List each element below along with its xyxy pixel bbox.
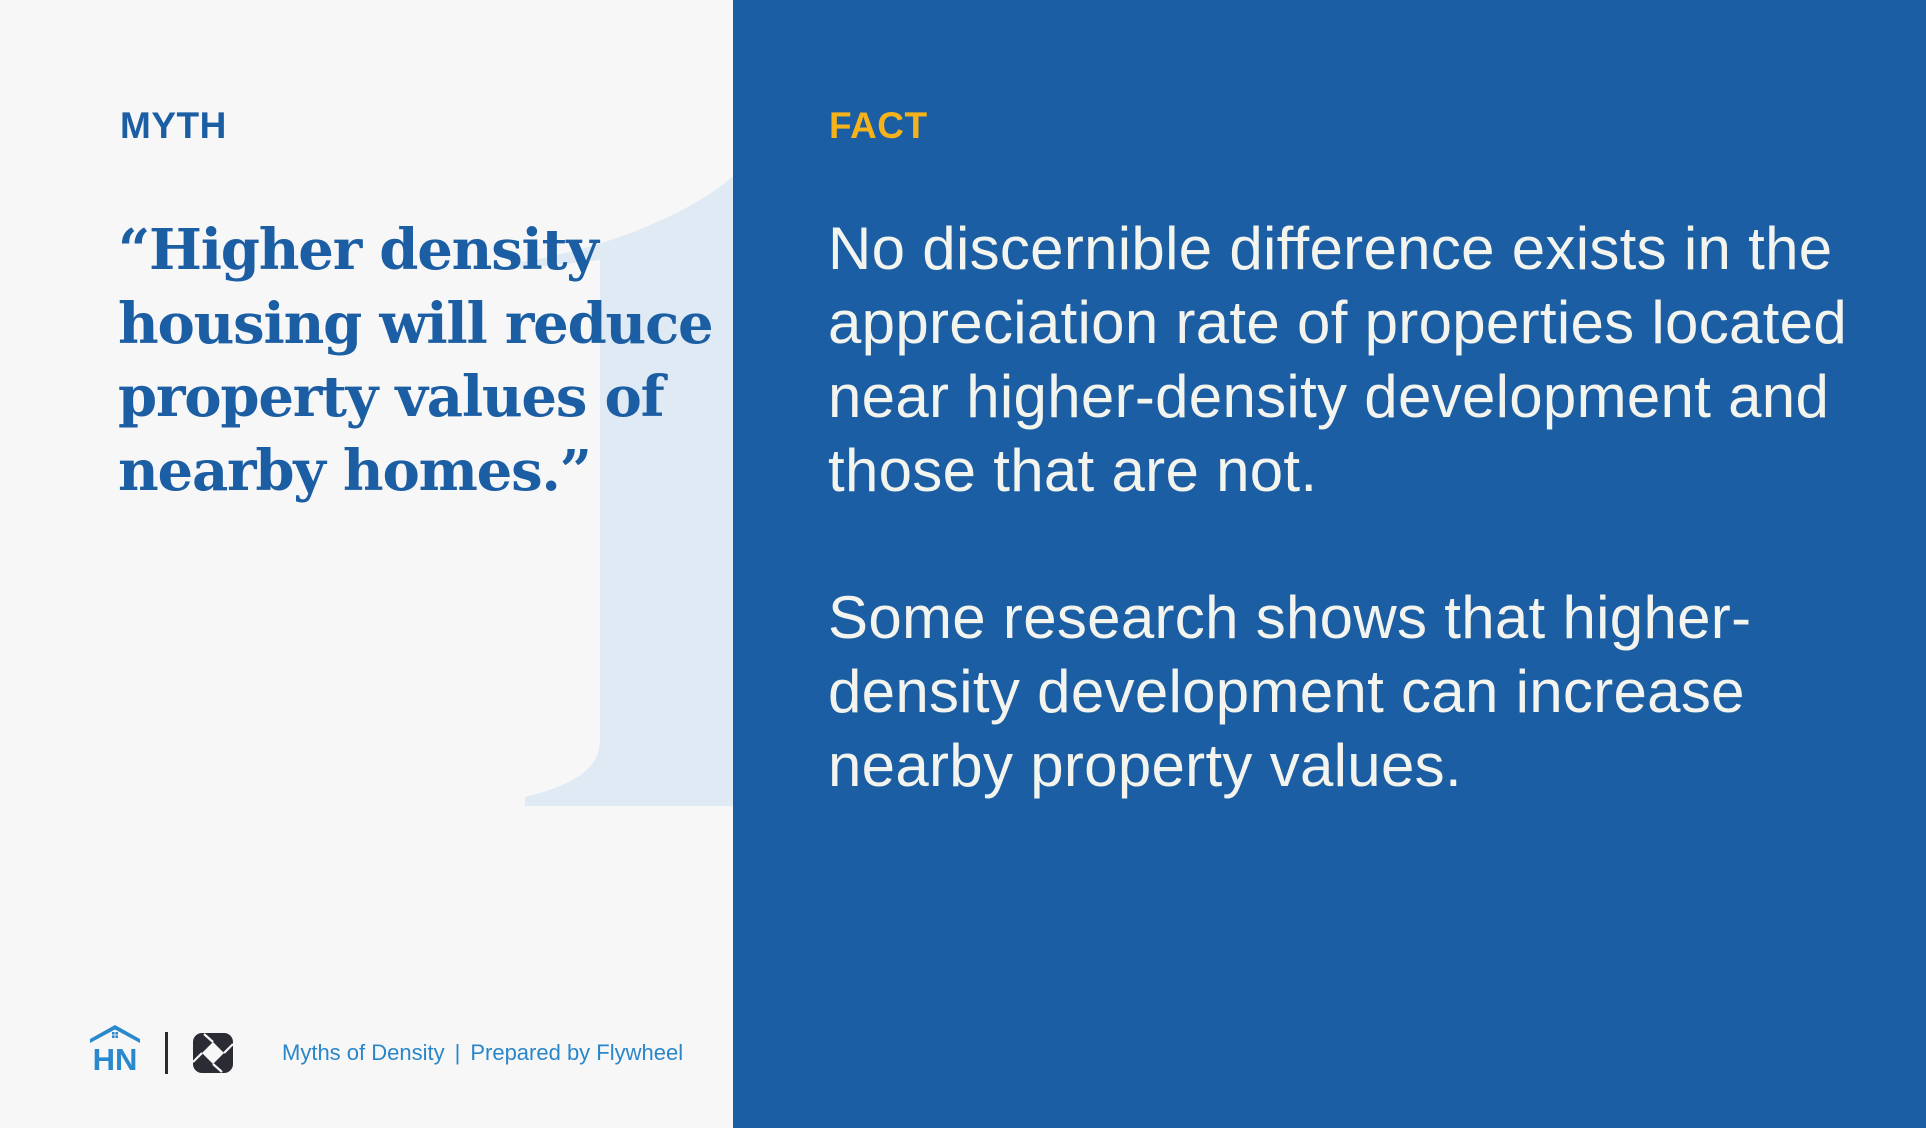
myth-panel: MYTH “Higher density housing will reduce… bbox=[0, 0, 733, 1128]
fact-line: density development can increase bbox=[828, 658, 1745, 725]
footer-separator: | bbox=[454, 1040, 461, 1065]
hn-house-logo-icon: HN bbox=[90, 1025, 140, 1072]
footer-credit: Prepared by Flywheel bbox=[470, 1040, 684, 1065]
quote-line: “Higher density bbox=[118, 217, 599, 283]
fact-paragraph-1: No discernible difference exists in the … bbox=[828, 212, 1908, 508]
fact-paragraph-2: Some research shows that higher- density… bbox=[828, 581, 1908, 803]
fact-line: No discernible difference exists in the bbox=[828, 215, 1833, 282]
svg-text:HN: HN bbox=[93, 1042, 138, 1072]
fact-label: FACT bbox=[829, 105, 928, 146]
quote-line: property values of bbox=[118, 364, 665, 430]
flywheel-logo-icon bbox=[192, 1033, 234, 1073]
fact-line: near higher-density development and bbox=[828, 363, 1830, 430]
numeral-one-watermark bbox=[520, 176, 733, 806]
fact-panel: FACT No discernible difference exists in… bbox=[733, 0, 1926, 1128]
footer-divider bbox=[165, 1032, 168, 1074]
quote-line: nearby homes.” bbox=[118, 437, 592, 504]
fact-line: appreciation rate of properties located bbox=[828, 289, 1847, 356]
footer-caption: Myths of Density | Prepared by Flywheel bbox=[282, 1040, 683, 1066]
myth-quote: “Higher density housing will reduce prop… bbox=[118, 214, 718, 508]
footer: HN Myths of Density | Prepared by Flywheel bbox=[0, 1010, 733, 1090]
footer-title: Myths of Density bbox=[282, 1040, 445, 1065]
fact-line: Some research shows that higher- bbox=[828, 584, 1752, 651]
myth-label: MYTH bbox=[120, 105, 227, 146]
fact-line: those that are not. bbox=[828, 437, 1318, 504]
fact-line: nearby property values. bbox=[828, 732, 1462, 799]
quote-line: housing will reduce bbox=[118, 290, 714, 357]
